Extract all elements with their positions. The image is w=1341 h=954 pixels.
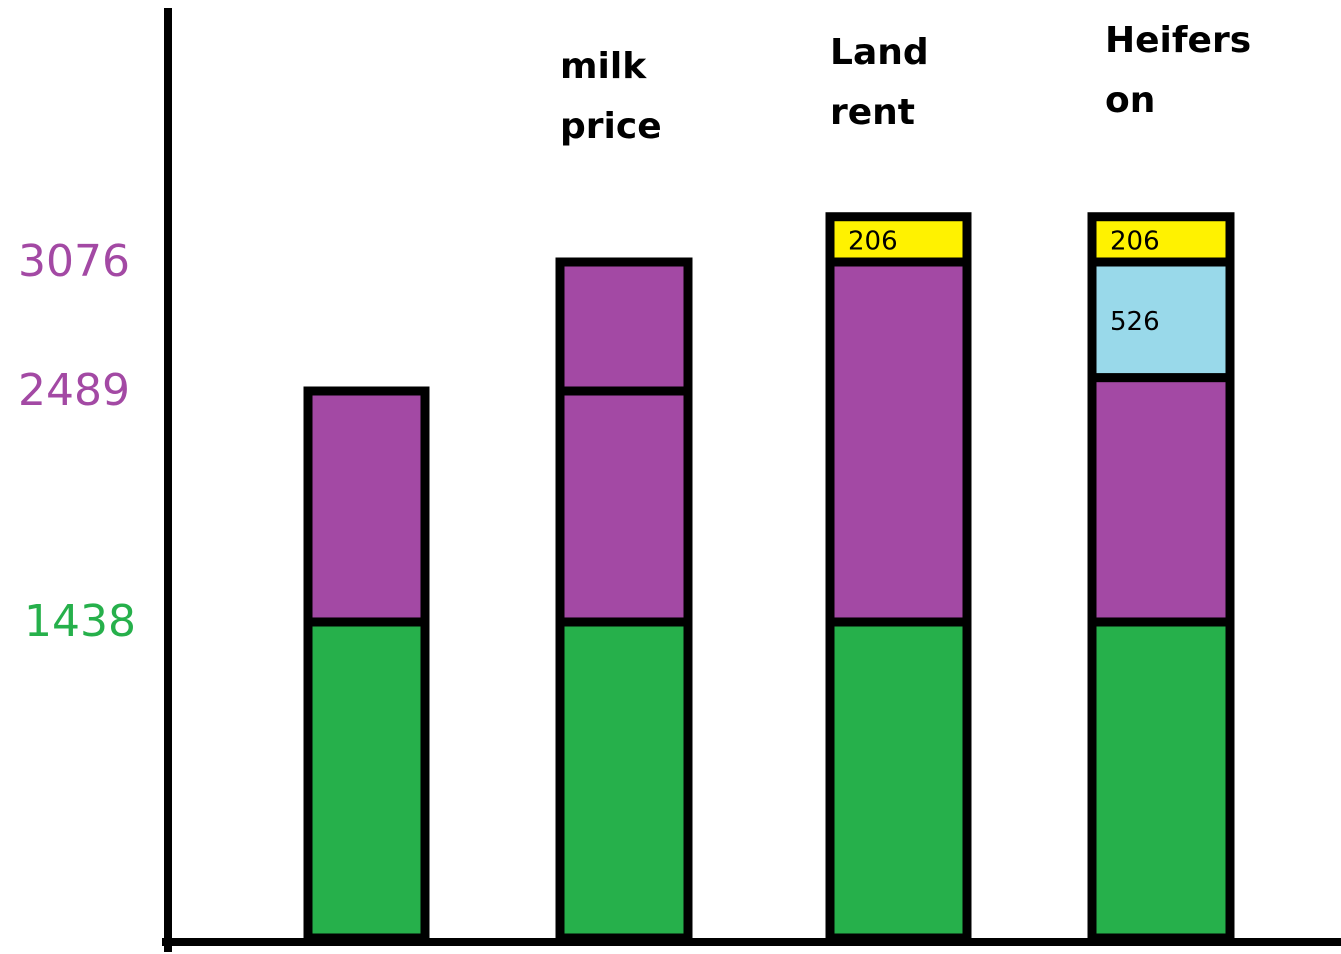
bar-segment bbox=[1087, 212, 1235, 267]
bar-segment bbox=[303, 386, 430, 627]
y-tick-label: 1438 bbox=[24, 596, 136, 647]
y-tick-label: 2489 bbox=[18, 365, 130, 416]
bar-segment bbox=[1087, 617, 1235, 943]
y-tick-label: 3076 bbox=[18, 236, 130, 287]
category-label: rent bbox=[830, 92, 915, 133]
category-label: milk bbox=[560, 46, 647, 87]
category-label: Heifers bbox=[1105, 20, 1251, 61]
bar-segment bbox=[825, 617, 972, 943]
category-label: on bbox=[1105, 80, 1155, 121]
category-label: price bbox=[560, 106, 662, 147]
bar-segment bbox=[825, 257, 972, 627]
bar-segment bbox=[555, 386, 693, 627]
bars-layer bbox=[303, 212, 1235, 943]
bar-segment bbox=[1087, 257, 1235, 383]
bar-segment bbox=[555, 617, 693, 943]
bar-segment bbox=[555, 257, 693, 396]
segment-value-label: 526 bbox=[1110, 307, 1160, 337]
bar-segment bbox=[303, 617, 430, 943]
labels-layer: 3076 2489 1438 206 526 206 milk price Land rent He… bbox=[18, 20, 1251, 647]
bar-segment bbox=[825, 212, 972, 267]
segment-value-label: 206 bbox=[848, 226, 898, 256]
bar-segment bbox=[1087, 373, 1235, 627]
segment-value-label: 206 bbox=[1110, 226, 1160, 256]
category-label: Land bbox=[830, 32, 929, 73]
